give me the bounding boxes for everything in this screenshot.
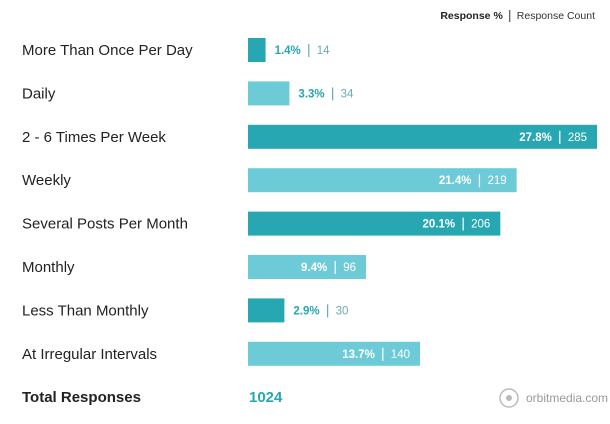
count-label: 34 — [341, 88, 354, 100]
bar — [248, 38, 266, 62]
source: orbitmedia.com — [526, 391, 608, 405]
value-label: 27.8% — [519, 132, 552, 144]
category-label: Daily — [22, 85, 56, 102]
category-label: Monthly — [22, 259, 75, 276]
bar — [248, 255, 367, 279]
value-label: 1.4% — [275, 45, 301, 57]
bar — [248, 211, 501, 236]
source-icon — [499, 388, 519, 408]
legend-entry: Response Count — [517, 10, 595, 22]
total-label: Total Responses — [22, 389, 141, 406]
count-label: 206 — [471, 219, 490, 231]
category-label: Weekly — [22, 172, 71, 189]
bar — [248, 124, 597, 149]
value-label: 21.4% — [439, 175, 472, 187]
count-label: 14 — [317, 45, 330, 57]
value-label: 3.3% — [298, 88, 324, 100]
total-value: 1024 — [249, 389, 283, 406]
value-label: 20.1% — [423, 219, 456, 231]
value-label: 9.4% — [301, 262, 327, 274]
category-label: Less Than Monthly — [22, 302, 149, 319]
count-label: 219 — [487, 175, 506, 187]
count-label: 30 — [336, 305, 349, 317]
legend-entry: Response % — [440, 10, 503, 22]
value-label: 13.7% — [342, 349, 375, 361]
count-label: 140 — [391, 349, 410, 361]
value-label: 2.9% — [293, 305, 319, 317]
category-label: At Irregular Intervals — [22, 346, 157, 363]
source-icon-dot — [506, 395, 512, 401]
count-label: 285 — [568, 132, 587, 144]
category-label: Several Posts Per Month — [22, 216, 188, 233]
bar — [248, 341, 420, 366]
bar — [248, 81, 290, 106]
count-label: 96 — [343, 262, 356, 274]
category-label: More Than Once Per Day — [22, 42, 193, 59]
category-label: 2 - 6 Times Per Week — [22, 129, 166, 146]
bar — [248, 298, 285, 323]
bar — [248, 168, 517, 193]
